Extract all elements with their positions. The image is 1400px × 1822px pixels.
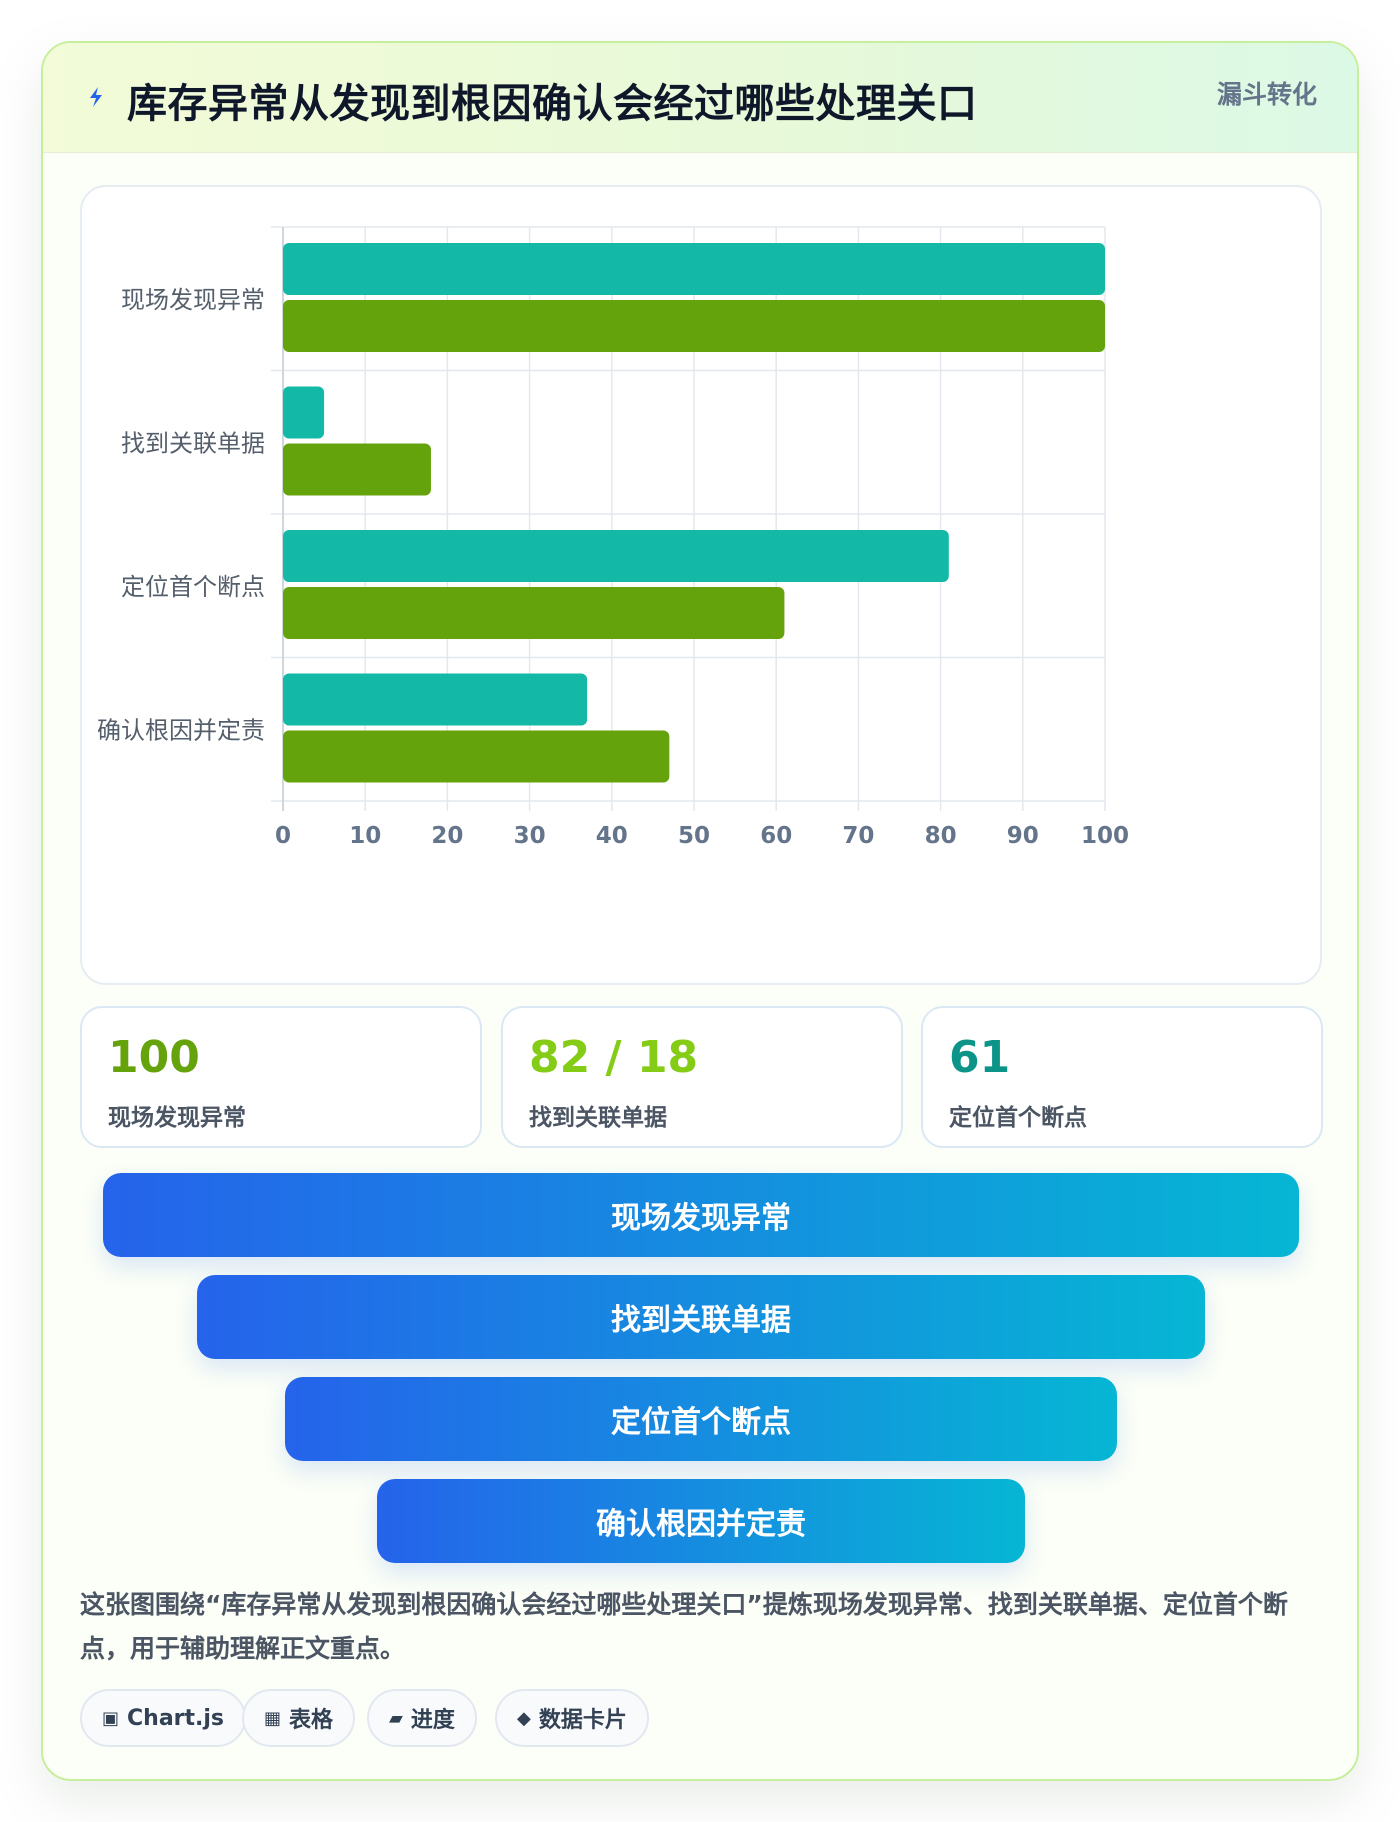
category-label: 定位首个断点 bbox=[121, 573, 265, 601]
x-tick-label: 60 bbox=[760, 823, 792, 849]
bar-3-1 bbox=[283, 730, 670, 783]
funnel-stage-label: 找到关联单据 bbox=[611, 1303, 791, 1338]
card-icon: ◆ bbox=[517, 1707, 531, 1729]
funnel-stage-2: 找到关联单据 bbox=[197, 1275, 1205, 1359]
category-label: 确认根因并定责 bbox=[97, 716, 265, 744]
bar-2-1 bbox=[283, 587, 785, 639]
x-tick-label: 10 bbox=[349, 823, 381, 849]
x-tick-label: 90 bbox=[1007, 823, 1039, 849]
bar-0-0 bbox=[283, 243, 1105, 295]
chip-data-card[interactable]: ◆ 数据卡片 bbox=[495, 1689, 649, 1747]
stat-label: 现场发现异常 bbox=[108, 1105, 246, 1131]
stat-label: 定位首个断点 bbox=[949, 1105, 1087, 1131]
stat-value: 82 / 18 bbox=[529, 1032, 699, 1083]
progress-icon: ▰ bbox=[389, 1707, 403, 1729]
stat-label: 找到关联单据 bbox=[529, 1105, 667, 1131]
chip-chartjs[interactable]: ▣ Chart.js bbox=[80, 1689, 247, 1747]
bar-2-0 bbox=[283, 530, 949, 582]
stat-value: 100 bbox=[108, 1032, 200, 1083]
chip-progress[interactable]: ▰ 进度 bbox=[367, 1689, 477, 1747]
funnel-stage-label: 确认根因并定责 bbox=[596, 1507, 806, 1542]
chart-icon: ▣ bbox=[102, 1707, 120, 1729]
chart-description: 这张图围绕“库存异常从发现到根因确认会经过哪些处理关口”提炼现场发现异常、找到关… bbox=[80, 1590, 1288, 1663]
x-tick-label: 20 bbox=[431, 823, 463, 849]
chip-label: 表格 bbox=[289, 1708, 334, 1733]
x-tick-label: 30 bbox=[514, 823, 546, 849]
funnel-stage-label: 现场发现异常 bbox=[611, 1201, 791, 1236]
bar-3-0 bbox=[283, 673, 588, 726]
chip-label: 进度 bbox=[410, 1708, 455, 1733]
card-header: 库存异常从发现到根因确认会经过哪些处理关口 漏斗转化 bbox=[43, 43, 1357, 153]
bar-1-0 bbox=[283, 386, 325, 439]
funnel-stage-4: 确认根因并定责 bbox=[377, 1479, 1025, 1563]
bar-chart-panel: 现场发现异常 找到关联单据 定位首个断点确认根因并定责 0 10 20 30 40 50 60 70… bbox=[80, 185, 1322, 985]
lightning-icon bbox=[90, 87, 102, 107]
table-icon: ▦ bbox=[264, 1707, 282, 1729]
funnel-stage-label: 定位首个断点 bbox=[611, 1405, 791, 1440]
category-label: 找到关联单据 bbox=[121, 429, 265, 457]
x-tick-label: 70 bbox=[842, 823, 874, 849]
chip-label: 数据卡片 bbox=[538, 1708, 627, 1733]
stat-card-3: 61 定位首个断点 bbox=[921, 1006, 1323, 1148]
x-tick-label: 50 bbox=[678, 823, 710, 849]
stat-card-2: 82 / 18 找到关联单据 bbox=[501, 1006, 903, 1148]
stat-value: 61 bbox=[949, 1032, 1011, 1083]
x-tick-label: 100 bbox=[1081, 823, 1129, 849]
chip-table[interactable]: ▦ 表格 bbox=[242, 1689, 356, 1747]
x-tick-label: 40 bbox=[596, 823, 628, 849]
page-title: 库存异常从发现到根因确认会经过哪些处理关口 bbox=[127, 81, 978, 127]
chart-type-badge: 漏斗转化 bbox=[1216, 80, 1317, 109]
x-tick-label: 0 bbox=[275, 823, 291, 849]
stat-card-1: 100 现场发现异常 bbox=[80, 1006, 482, 1148]
bar-1-1 bbox=[283, 443, 431, 496]
chip-label: Chart.js bbox=[127, 1705, 225, 1731]
funnel-stage-1: 现场发现异常 bbox=[103, 1173, 1299, 1257]
category-label: 现场发现异常 bbox=[121, 286, 265, 314]
bar-0-1 bbox=[283, 300, 1105, 352]
chart-card: 库存异常从发现到根因确认会经过哪些处理关口 漏斗转化 现场发现异常 找到关联单据定… bbox=[41, 41, 1359, 1781]
funnel-stage-3: 定位首个断点 bbox=[285, 1377, 1117, 1461]
x-tick-label: 80 bbox=[925, 823, 957, 849]
